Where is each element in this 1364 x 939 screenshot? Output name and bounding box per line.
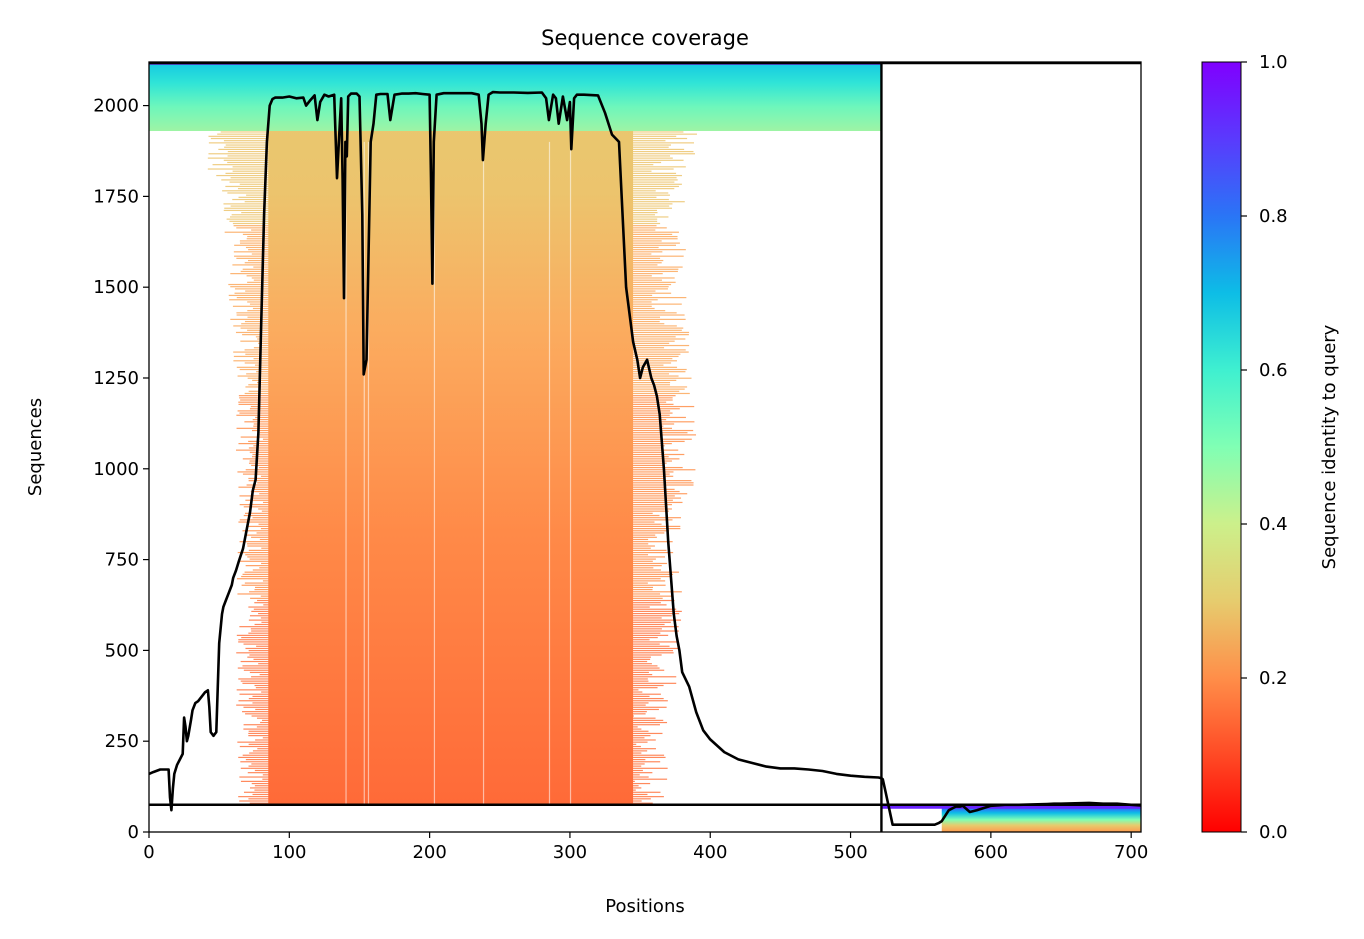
y-axis: 0 250 500 750 1000 1250 1500 1750 2000: [93, 96, 149, 843]
high-identity-band: [149, 62, 882, 132]
x-tick-label: 300: [553, 842, 587, 863]
chart-title: Sequence coverage: [541, 26, 749, 50]
y-tick-label: 1250: [93, 368, 139, 389]
x-tick-label: 100: [272, 842, 306, 863]
colorbar-tick-label: 0.2: [1259, 668, 1288, 689]
colorbar-tick-label: 0.8: [1259, 206, 1288, 227]
title-group: Sequence coverage: [541, 26, 749, 50]
coverage-line-layer: [149, 90, 1141, 827]
chain-b-coverage-block: [941, 804, 1141, 832]
y-tick-label: 1500: [93, 277, 139, 298]
gap-column: [569, 141, 572, 805]
plot-frame: [148, 61, 1142, 833]
gap-column: [367, 141, 370, 805]
x-tick-label: 200: [412, 842, 446, 863]
reference-lines: [149, 62, 1141, 832]
gap-column: [482, 141, 485, 805]
x-axis: 0 100 200 300 400 500 600 700: [143, 832, 1148, 863]
colorbar-ticks: 0.0 0.2 0.4 0.6 0.8 1.0: [1241, 52, 1288, 843]
x-axis-label: Positions: [605, 896, 684, 917]
x-tick-label: 400: [693, 842, 727, 863]
dense-coverage-block: [268, 123, 634, 805]
coverage-line: [149, 90, 1141, 827]
colorbar-tick-label: 0.6: [1259, 360, 1288, 381]
y-tick-label: 1750: [93, 186, 139, 207]
y-tick-label: 500: [105, 640, 139, 661]
y-tick-label: 0: [128, 822, 139, 843]
gap-column: [548, 141, 551, 805]
x-tick-label: 700: [1114, 842, 1148, 863]
chain-b-top-strip: [881, 804, 1141, 809]
y-tick-label: 250: [105, 731, 139, 752]
colorbar-tick-label: 1.0: [1259, 52, 1288, 73]
colorbar-tick-label: 0.4: [1259, 514, 1288, 535]
y-tick-label: 750: [105, 550, 139, 571]
y-axis-label: Sequences: [25, 398, 46, 496]
y-tick-label: 1000: [93, 459, 139, 480]
y-tick-label: 2000: [93, 96, 139, 117]
x-tick-label: 600: [974, 842, 1008, 863]
x-tick-label: 0: [143, 842, 154, 863]
gap-column: [345, 141, 347, 805]
gap-column: [433, 141, 436, 805]
colorbar-gradient: [1201, 61, 1242, 833]
colorbar-label: Sequence identity to query: [1319, 324, 1340, 569]
coverage-heatmap: [149, 62, 1141, 832]
colorbar-tick-label: 0.0: [1259, 822, 1288, 843]
x-tick-label: 500: [833, 842, 867, 863]
colorbar: 0.0 0.2 0.4 0.6 0.8 1.0 Sequence identity to …: [1201, 52, 1340, 843]
gap-column: [363, 141, 365, 805]
